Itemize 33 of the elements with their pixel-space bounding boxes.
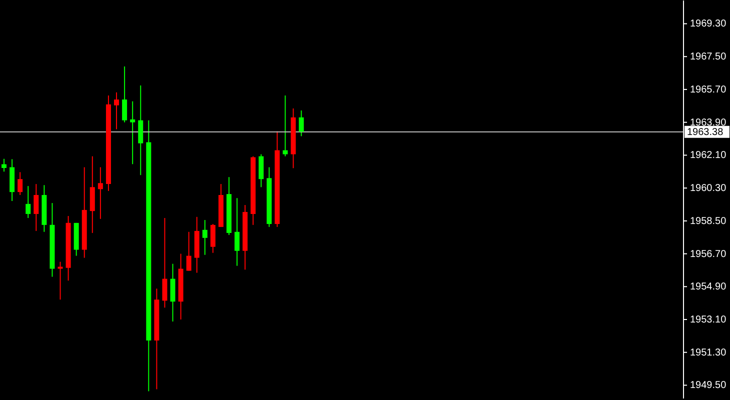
ref-line-label: 1963.38 (687, 126, 724, 138)
y-tick-label: 1951.30 (690, 347, 727, 358)
candlestick (58, 261, 63, 300)
y-tick-label: 1963.90 (690, 117, 727, 128)
candlestick (26, 186, 31, 218)
y-tick-label: 1969.30 (690, 18, 727, 30)
y-tick-label: 1953.10 (690, 314, 727, 326)
candlestick (202, 219, 208, 256)
candlestick (162, 217, 168, 308)
y-tick-label: 1965.70 (690, 84, 727, 96)
candlestick (34, 184, 39, 232)
y-tick-label: 1949.50 (690, 380, 727, 392)
candlestick (90, 156, 95, 234)
y-tick-label: 1958.50 (690, 216, 727, 227)
candlestick (2, 158, 7, 172)
y-tick-label: 1967.50 (690, 52, 727, 63)
candlestick (258, 154, 264, 188)
y-tick-label: 1956.70 (690, 248, 727, 260)
candlestick (98, 166, 103, 220)
candlestick (234, 198, 240, 266)
y-tick-label: 1954.90 (690, 282, 727, 293)
candlestick (210, 224, 216, 254)
candlestick (18, 172, 23, 196)
candlestick (114, 92, 120, 130)
candlestick (298, 110, 304, 137)
y-tick-label: 1960.30 (690, 183, 727, 194)
candlestick (138, 84, 144, 176)
y-tick-label: 1962.10 (690, 150, 727, 162)
candlestick (186, 231, 192, 272)
candlestick (122, 66, 128, 123)
candlestick (170, 263, 176, 322)
candlestick (282, 94, 288, 157)
candlestick (130, 100, 136, 165)
